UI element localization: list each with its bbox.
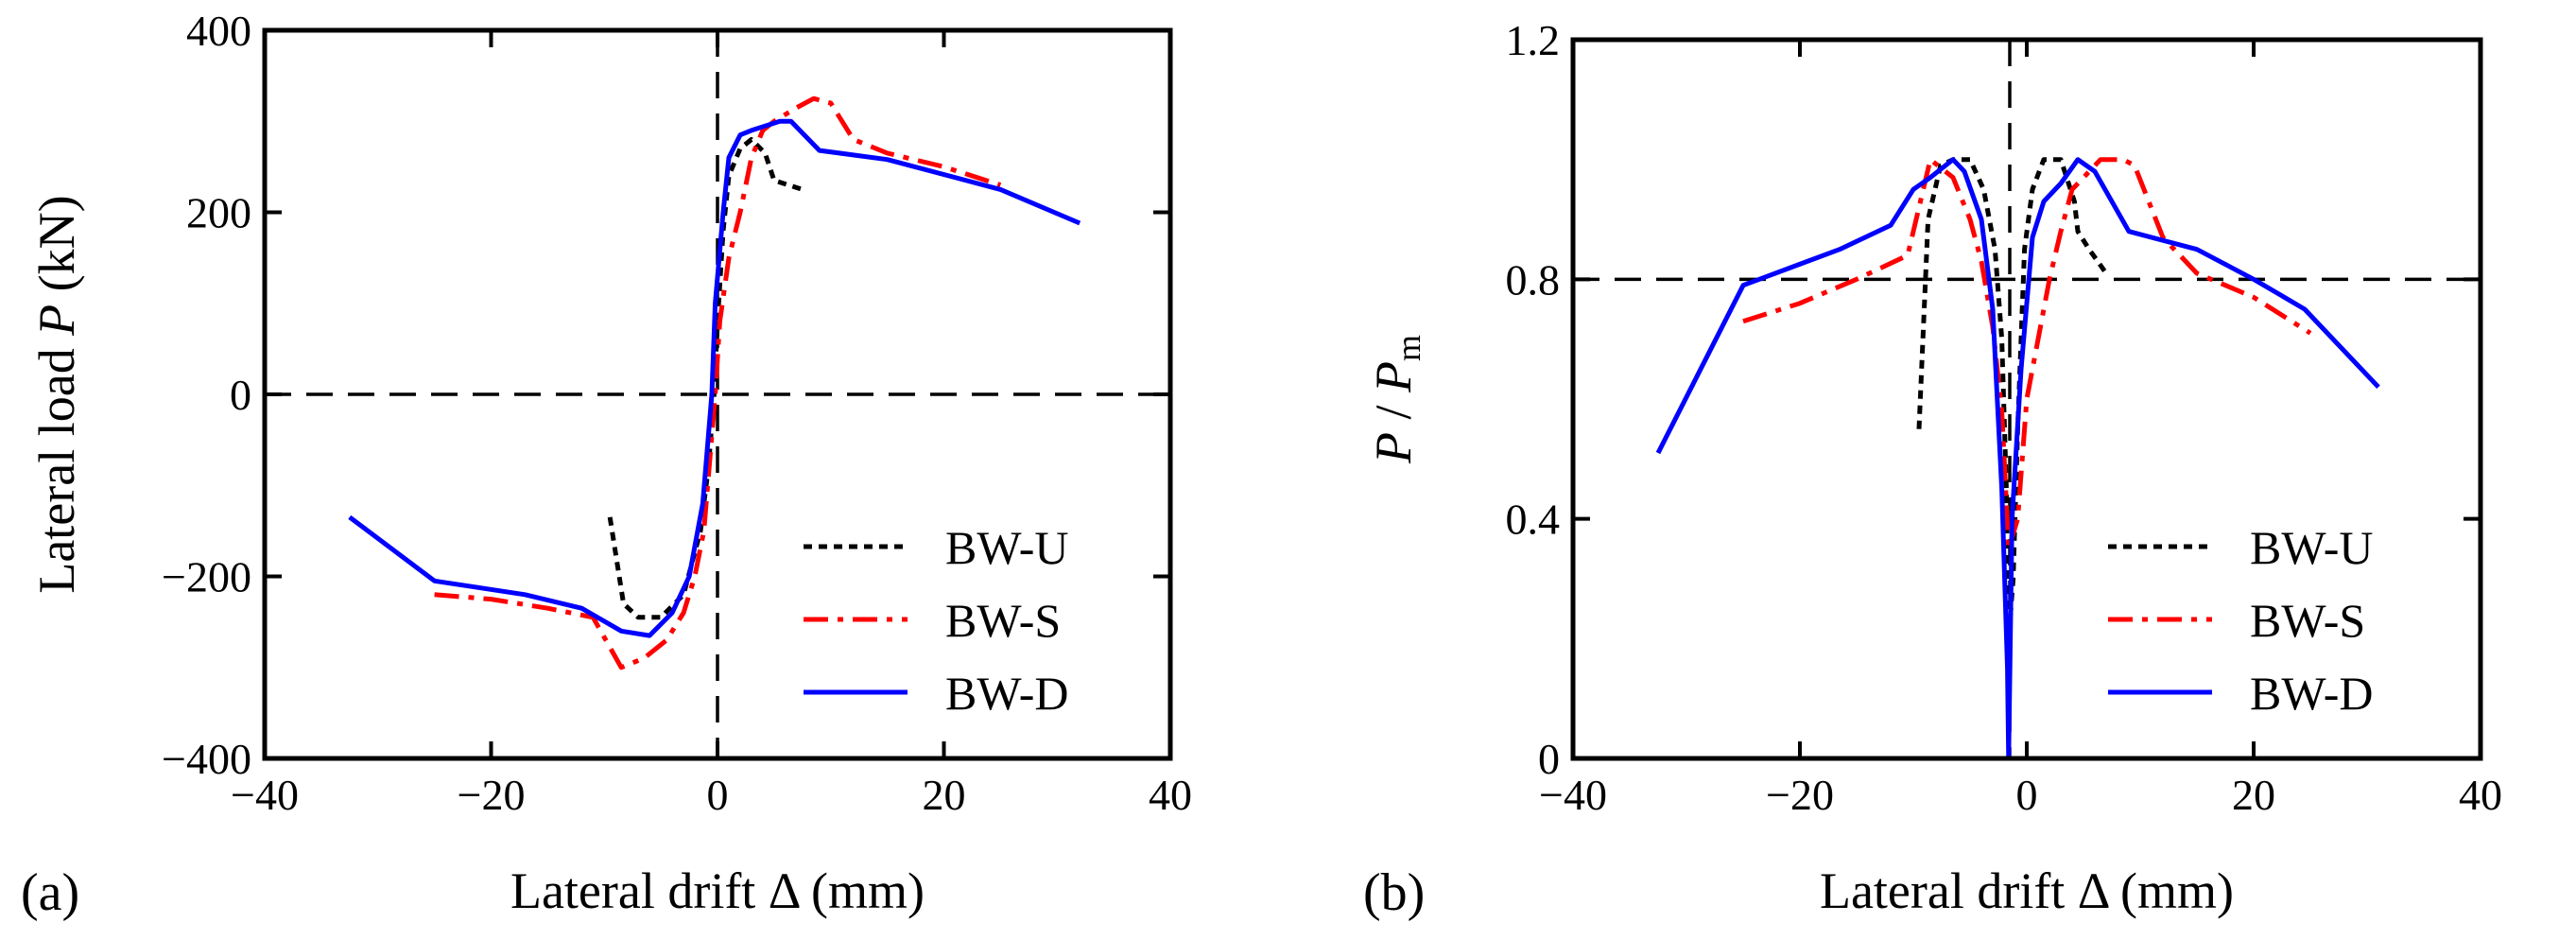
y-tick-label-a: 200 [186,189,251,237]
x-tick-label-a: −40 [231,771,299,819]
y-tick-label-b: 1.2 [1506,16,1561,64]
panel-a-label: (a) [21,863,79,922]
panel-a-marks [265,30,1170,758]
series-line-bw-s-a [434,96,1002,670]
panel-b-ylabel-var2: P [1365,361,1422,393]
x-tick-label-a: 20 [923,771,966,819]
x-tick-label-a: −20 [458,771,526,819]
legend-b-label-bw-s: BW-S [2250,594,2365,647]
x-tick-label-b: −20 [1766,771,1834,819]
panel-b-ylabel-sub: m [1390,335,1427,361]
y-tick-label-a: 400 [186,7,251,55]
x-tick-label-b: 20 [2232,771,2275,819]
panel-b: −40 −20 0 20 40 0 0.4 0.8 1.2 BW-U BW-S BW-D Lat… [1363,16,2502,922]
y-tick-label-b: 0 [1538,735,1560,783]
panel-a-ylabel-var: P [28,305,85,337]
panel-b-legend: BW-U BW-S BW-D [2108,521,2374,720]
x-tick-label-b: 0 [2016,771,2038,819]
legend-a-label-bw-d: BW-D [945,667,1069,720]
panel-a-xlabel: Lateral drift Δ (mm) [510,862,925,919]
panel-b-marks [1573,40,2481,761]
panel-a-ylabel: Lateral load P (kN) [28,195,85,593]
panel-b-plot-frame [1570,37,2483,761]
legend-b-label-bw-u: BW-U [2250,521,2374,574]
x-tick-label-a: 0 [707,771,729,819]
panel-a-ylabel-prefix: Lateral load [28,336,85,594]
panel-b-label: (b) [1363,863,1425,922]
panel-a-ylabel-suffix: (kN) [28,195,85,304]
panel-b-ticks: −40 −20 0 20 40 0 0.4 0.8 1.2 [1506,16,2503,819]
x-tick-label-b: 40 [2459,771,2502,819]
panel-b-ylabel-var: P [1365,432,1422,464]
series-line-bw-d-a [348,118,1081,638]
series-line-bw-u-a [607,137,804,620]
x-tick-label-b: −40 [1539,771,1607,819]
legend-b-label-bw-d: BW-D [2250,667,2374,720]
y-tick-label-a: −400 [162,735,251,783]
legend-a-label-bw-s: BW-S [945,594,1061,647]
panel-a-legend: BW-U BW-S BW-D [804,521,1069,720]
panel-b-xlabel: Lateral drift Δ (mm) [1820,862,2234,919]
panel-b-ylabel-sep: / [1365,392,1422,432]
x-tick-label-a: 40 [1149,771,1192,819]
y-tick-label-a: 0 [230,371,251,419]
y-tick-label-b: 0.4 [1506,496,1561,544]
panel-b-ylabel: P / Pm [1365,335,1427,464]
y-tick-label-b: 0.8 [1506,255,1561,304]
legend-a-label-bw-u: BW-U [945,521,1069,574]
y-tick-label-a: −200 [162,553,251,601]
